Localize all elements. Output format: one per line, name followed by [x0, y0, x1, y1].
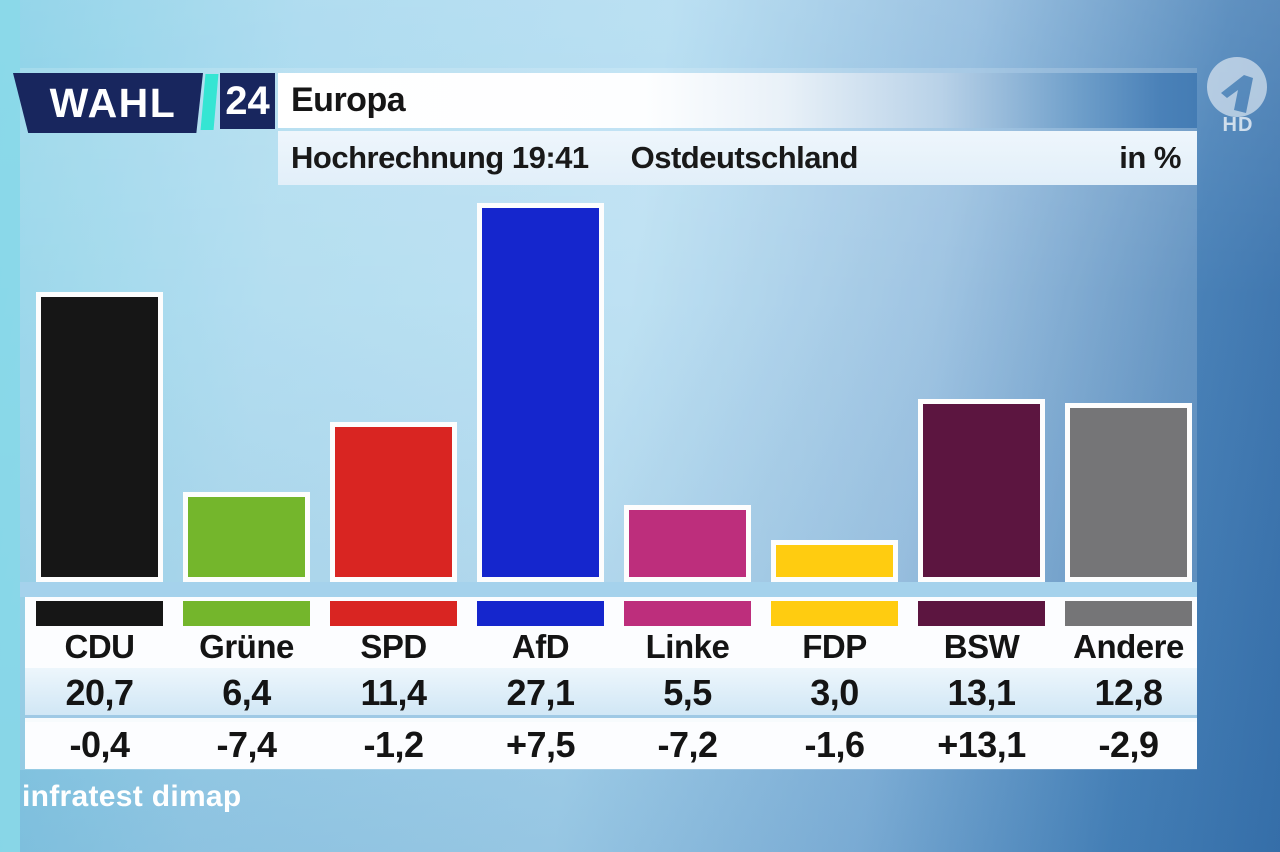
party-value-spd: 11,4 [360, 672, 427, 713]
party-change-linke: -7,2 [657, 724, 718, 765]
bar-afd [477, 203, 604, 582]
wahl-logo: WAHL [13, 73, 203, 133]
bar-cdu [36, 292, 163, 582]
projection-label: Hochrechnung 19:41 [291, 140, 589, 175]
legend-swatch-bsw [918, 601, 1045, 626]
party-value-fdp: 3,0 [810, 672, 859, 713]
party-label-fdp: FDP [802, 628, 867, 665]
party-value-bsw: 13,1 [947, 672, 1016, 713]
bar-spd [330, 422, 457, 582]
legend-swatch-cdu [36, 601, 163, 626]
party-label-spd: SPD [360, 628, 427, 665]
wahl-logo-text: WAHL [49, 79, 177, 126]
hd-badge: HD [1222, 114, 1254, 136]
party-label-linke: Linke [645, 628, 730, 665]
chart-baseline-band [20, 582, 1197, 597]
party-change-andere: -2,9 [1098, 724, 1159, 765]
left-accent-strip [0, 0, 20, 852]
legend-swatch-gruene [183, 601, 310, 626]
values-row-background [25, 668, 1197, 718]
region-label: Ostdeutschland [630, 140, 859, 175]
legend-swatch-linke [624, 601, 751, 626]
wahl-logo-year: 24 [225, 78, 270, 123]
party-label-andere: Andere [1073, 628, 1184, 665]
bar-linke [624, 505, 751, 582]
party-value-cdu: 20,7 [65, 672, 134, 713]
party-change-cdu: -0,4 [69, 724, 130, 765]
page-title: Europa [291, 81, 406, 119]
party-change-gruene: -7,4 [216, 724, 277, 765]
party-value-linke: 5,5 [663, 672, 712, 713]
row-spacer [25, 718, 1197, 722]
legend-swatch-afd [477, 601, 604, 626]
wahl-logo-year-box: 24 [220, 73, 275, 129]
party-label-gruene: Grüne [199, 628, 294, 665]
legend-swatch-andere [1065, 601, 1192, 626]
party-label-bsw: BSW [943, 628, 1020, 665]
party-change-spd: -1,2 [363, 724, 424, 765]
party-label-cdu: CDU [64, 628, 136, 665]
party-change-bsw: +13,1 [937, 724, 1026, 765]
legend-swatch-fdp [771, 601, 898, 626]
bar-andere [1065, 403, 1192, 582]
unit-label: in % [1119, 140, 1181, 175]
source-credit: infratest dimap [22, 780, 242, 813]
party-value-afd: 27,1 [506, 672, 575, 713]
party-label-afd: AfD [511, 628, 570, 665]
bar-bsw [918, 399, 1045, 582]
changes-row-background [25, 722, 1197, 769]
legend-swatch-spd [330, 601, 457, 626]
bar-fdp [771, 540, 898, 582]
header-subtitle-bar: Hochrechnung 19:41 Ostdeutschland in % [278, 131, 1197, 185]
ard-channel-logo: HD [1200, 50, 1276, 154]
header-title-bar: Europa [278, 73, 1197, 128]
party-value-andere: 12,8 [1094, 672, 1163, 713]
ard-one-icon [1207, 57, 1267, 117]
bar-gruene [183, 492, 310, 582]
party-change-fdp: -1,6 [804, 724, 865, 765]
party-change-afd: +7,5 [505, 724, 576, 765]
party-value-gruene: 6,4 [222, 672, 271, 713]
